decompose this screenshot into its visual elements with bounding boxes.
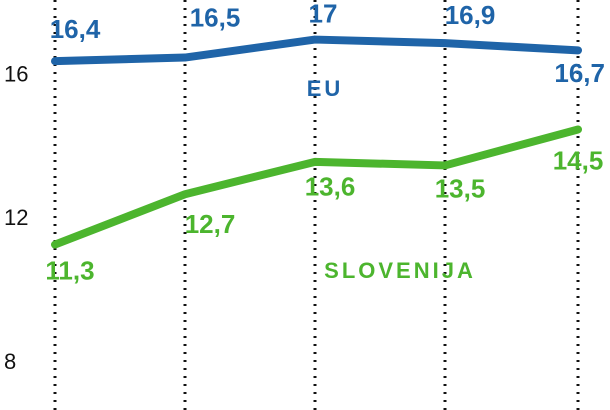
value-label: 12,7: [185, 209, 236, 239]
value-label: 13,5: [435, 173, 486, 203]
series-label: EU: [307, 76, 344, 101]
y-tick-label: 8: [4, 349, 16, 374]
value-label: 16,5: [190, 2, 241, 32]
y-tick-label: 12: [4, 205, 28, 230]
value-label: 13,6: [305, 172, 356, 202]
series-line: [51, 125, 582, 249]
value-label: 11,3: [45, 255, 94, 285]
value-label: 16,7: [554, 58, 605, 88]
value-label: 17: [309, 0, 338, 28]
value-label: 16,4: [50, 14, 101, 44]
value-label: 14,5: [553, 145, 604, 175]
value-label: 16,9: [445, 0, 496, 30]
series-label: SLOVENIJA: [324, 258, 476, 283]
y-tick-label: 16: [4, 61, 28, 86]
series-line: [51, 35, 582, 66]
